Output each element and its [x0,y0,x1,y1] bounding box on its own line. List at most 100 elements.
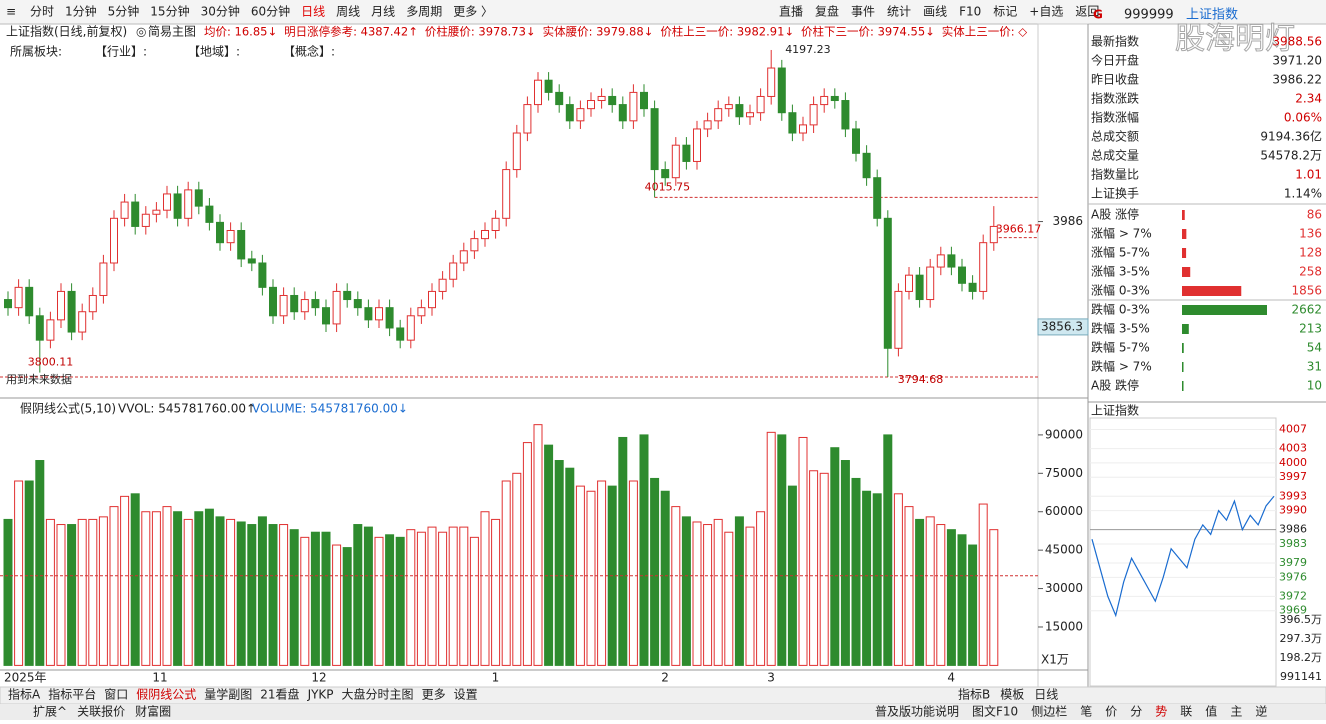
candle-body [364,307,373,321]
x-tick-label: 3 [767,671,775,685]
candle-body [608,95,617,106]
status-item[interactable]: 联 [1180,705,1192,719]
menu-icon[interactable]: ≡ [6,5,16,19]
status-item[interactable]: 财富圈 [135,704,171,719]
toolbar-button[interactable]: 复盘 [815,4,839,19]
toolbar-button[interactable]: +自选 [1029,5,1063,19]
toolbar-button[interactable]: 统计 [887,5,911,19]
volume-bar [862,490,872,666]
candle-body [693,128,701,162]
mini-title: 上证指数 [1091,403,1139,418]
volume-bar [851,477,861,666]
toolbar-tab[interactable]: 月线 [371,5,395,19]
breadth-value: 10 [1307,379,1322,393]
volume-bar [766,431,776,666]
indicator: 实体上三一价: ◇ [942,25,1028,39]
volume-bar [946,529,956,666]
status-item[interactable]: 侧边栏 [1031,704,1067,719]
volume-bar [257,516,267,666]
volume-vol: VOLUME: 545781760.00↓ [252,402,408,416]
toolbar-tab[interactable]: 5分钟 [108,4,140,19]
volume-bar [363,526,373,666]
breadth-bar [1182,343,1184,353]
bottom-tab[interactable]: 设置 [454,688,478,702]
stat-label: 指数量比 [1091,167,1139,182]
volume-bar [777,434,787,666]
cursor-label: 3856.3 [1041,319,1083,333]
toolbar-tab[interactable]: 分时 [30,5,54,19]
volume-bar [226,518,236,666]
status-item[interactable]: 值 [1205,704,1217,719]
mini-vol-tick: 297.3万 [1280,632,1323,645]
status-item[interactable]: 图文F10 [972,704,1018,719]
x-tick-label: 4 [947,671,955,685]
bottom-tab[interactable]: 指标A [8,687,41,702]
volume-bar [713,518,723,666]
bottom-tab[interactable]: 量学副图 [204,687,252,702]
status-item[interactable]: 笔 [1080,704,1092,719]
candle-body [279,294,288,317]
code: 999999 [1124,8,1174,23]
toolbar-button[interactable]: 标记 [993,5,1017,19]
status-item[interactable]: 主 [1230,705,1242,719]
breadth-label: 跌幅 > 7% [1091,359,1152,374]
bottom-tab[interactable]: 假阴线公式 [136,688,196,702]
candle-body [449,262,458,280]
cursor-box [1037,318,1089,336]
bottom-tab[interactable]: 更多 [422,688,446,702]
breadth-bar [1182,248,1187,258]
toolbar-tab[interactable]: 周线 [336,5,360,19]
breadth-value: 31 [1307,360,1322,374]
y-tick-label: 3969 [1279,604,1307,617]
toolbar-tab[interactable]: 30分钟 [201,4,240,19]
status-item[interactable]: 扩展^ [33,705,67,719]
toolbar-button[interactable]: 画线 [923,5,947,19]
candle-body [894,290,903,349]
candle-body [735,104,744,118]
volume-bar [565,467,575,666]
toolbar-tab[interactable]: 更多 〉 [453,5,493,19]
status-item[interactable]: 势 [1155,705,1167,719]
volume-bar [756,511,766,666]
bottom-tab[interactable]: JYKP [307,688,334,702]
status-item[interactable]: 普及版功能说明 [875,704,959,719]
bottom-tab[interactable]: 日线 [1034,688,1058,702]
toolbar-tab[interactable]: 60分钟 [251,4,290,19]
toolbar-tab[interactable]: 多周期 [406,5,442,19]
candle-body [152,209,161,215]
toolbar-tab[interactable]: 日线 [301,5,325,19]
bottom-tab[interactable]: 指标B [958,687,990,702]
volume-bar [194,511,204,666]
toolbar-button[interactable]: F10 [959,5,981,19]
status-item[interactable]: 分 [1130,705,1142,719]
bottom-tab[interactable]: 21看盘 [260,687,299,702]
bottom-tab[interactable]: 窗口 [104,688,128,702]
candle-body [947,254,956,268]
volume-bar [469,536,479,666]
indicator: 明日涨停参考: 4387.42↑ [284,25,418,39]
status-item[interactable]: 价 [1105,705,1117,719]
toolbar-button[interactable]: 返回 [1075,5,1099,19]
candle-body [618,104,627,122]
name: 上证指数 [1186,8,1238,23]
volume-bar [77,518,87,666]
breadth-label: A股 涨停 [1091,207,1139,222]
y-tick-label: 4003 [1279,442,1307,455]
toolbar-button[interactable]: 直播 [779,5,803,19]
stat-value: 0.06% [1284,111,1322,125]
volume-bar [332,544,342,666]
mini-vol-tick: 991141 [1280,670,1322,683]
volume-bar [438,531,448,666]
toolbar-button[interactable]: 事件 [851,5,875,19]
toolbar-tab[interactable]: 1分钟 [65,4,97,19]
volume-bar [904,506,914,666]
status-item[interactable]: 关联报价 [77,704,125,719]
bottom-tab[interactable]: 指标平台 [48,687,96,702]
bottom-tab[interactable]: 模板 [1000,688,1024,702]
toolbar-tab[interactable]: 15分钟 [150,4,189,19]
stat-label: 指数涨幅 [1091,110,1139,125]
status-item[interactable]: 逆 [1255,704,1267,719]
volume-bar [353,524,363,666]
bottom-tab[interactable]: 大盘分时主图 [342,687,414,702]
